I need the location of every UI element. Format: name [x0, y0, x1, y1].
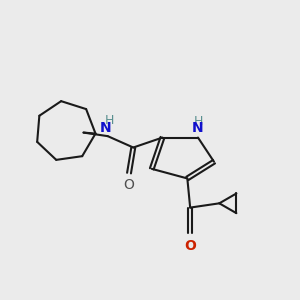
Text: O: O	[124, 178, 134, 192]
Text: H: H	[105, 114, 114, 127]
Text: N: N	[100, 121, 112, 135]
Text: O: O	[184, 238, 196, 253]
Text: N: N	[192, 122, 204, 135]
Text: H: H	[194, 115, 203, 128]
